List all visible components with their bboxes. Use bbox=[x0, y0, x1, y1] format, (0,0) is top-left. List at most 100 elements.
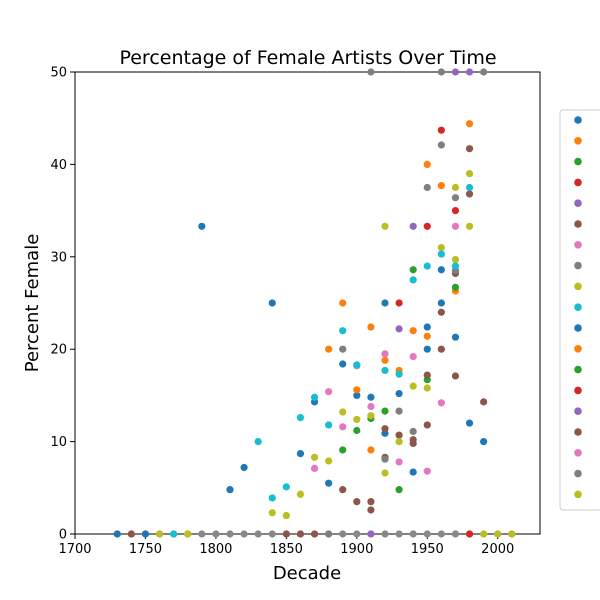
data-point bbox=[437, 126, 445, 134]
legend-marker bbox=[574, 345, 582, 353]
data-point bbox=[451, 255, 460, 264]
data-point bbox=[423, 530, 431, 538]
data-point bbox=[310, 530, 319, 538]
data-point bbox=[409, 352, 417, 361]
legend-marker bbox=[574, 365, 582, 374]
legend-marker bbox=[574, 261, 582, 270]
data-point bbox=[437, 243, 445, 252]
data-point bbox=[480, 438, 488, 446]
data-point bbox=[451, 530, 460, 538]
data-point bbox=[381, 425, 389, 433]
data-point bbox=[395, 407, 403, 415]
data-point bbox=[409, 276, 417, 284]
data-point bbox=[367, 412, 375, 420]
data-point bbox=[268, 494, 276, 502]
data-point bbox=[353, 498, 361, 506]
data-point bbox=[367, 68, 375, 76]
data-point bbox=[353, 361, 361, 369]
data-point bbox=[423, 467, 431, 475]
data-point bbox=[296, 450, 305, 458]
data-point bbox=[381, 350, 389, 358]
data-points bbox=[113, 68, 516, 538]
x-tick-label: 1950 bbox=[411, 542, 444, 557]
data-point bbox=[339, 360, 347, 368]
data-point bbox=[339, 423, 347, 431]
legend-marker bbox=[574, 137, 582, 145]
data-point bbox=[127, 530, 135, 538]
data-point bbox=[395, 438, 403, 446]
data-point bbox=[409, 427, 417, 436]
data-point bbox=[451, 194, 460, 202]
data-point bbox=[451, 262, 460, 270]
data-point bbox=[465, 419, 474, 427]
legend-marker bbox=[574, 490, 582, 499]
data-point bbox=[141, 530, 150, 538]
data-point bbox=[465, 222, 474, 230]
x-tick-label: 1800 bbox=[199, 542, 232, 557]
data-point bbox=[465, 190, 474, 198]
data-point bbox=[437, 141, 445, 149]
data-point bbox=[465, 530, 474, 538]
data-point bbox=[437, 250, 445, 258]
data-point bbox=[395, 486, 403, 494]
data-point bbox=[198, 222, 206, 230]
data-point bbox=[353, 415, 361, 424]
data-point bbox=[451, 283, 460, 291]
data-point bbox=[437, 68, 445, 76]
data-point bbox=[381, 222, 389, 230]
data-point bbox=[395, 389, 403, 398]
data-point bbox=[268, 299, 276, 307]
data-point bbox=[184, 530, 192, 538]
data-point bbox=[409, 222, 417, 230]
data-point bbox=[409, 530, 417, 538]
data-point bbox=[480, 398, 488, 406]
data-point bbox=[451, 183, 460, 192]
data-point bbox=[423, 345, 431, 353]
data-point bbox=[367, 393, 375, 401]
data-point bbox=[367, 530, 375, 538]
x-tick-label: 1850 bbox=[270, 542, 303, 557]
data-point bbox=[339, 299, 347, 307]
data-point bbox=[409, 439, 417, 448]
data-point bbox=[381, 366, 389, 375]
data-point bbox=[381, 356, 389, 364]
data-point bbox=[451, 372, 460, 380]
data-point bbox=[212, 530, 220, 538]
data-point bbox=[296, 490, 305, 498]
data-point bbox=[494, 530, 502, 538]
data-point bbox=[437, 345, 445, 353]
data-point bbox=[339, 446, 347, 454]
y-tick-label: 0 bbox=[59, 528, 67, 543]
chart-title: Percentage of Female Artists Over Time bbox=[119, 47, 496, 69]
data-point bbox=[465, 68, 474, 76]
data-point bbox=[240, 463, 248, 472]
data-point bbox=[465, 170, 474, 178]
data-point bbox=[310, 393, 319, 401]
data-point bbox=[437, 182, 445, 190]
data-point bbox=[423, 323, 431, 331]
data-point bbox=[296, 530, 305, 538]
x-tick-label: 1750 bbox=[129, 542, 162, 557]
data-point bbox=[113, 530, 121, 538]
data-point bbox=[423, 222, 431, 230]
data-point bbox=[381, 455, 389, 463]
data-point bbox=[381, 530, 389, 538]
data-point bbox=[508, 530, 516, 538]
data-point bbox=[395, 530, 403, 538]
x-tick-label: 2000 bbox=[481, 542, 514, 557]
data-point bbox=[325, 421, 333, 429]
data-point bbox=[423, 183, 431, 192]
legend-marker bbox=[574, 449, 582, 457]
x-axis-label: Decade bbox=[273, 563, 341, 584]
legend bbox=[559, 109, 600, 511]
legend-marker bbox=[574, 324, 582, 332]
y-tick-label: 40 bbox=[50, 158, 67, 173]
data-point bbox=[226, 530, 234, 538]
data-point bbox=[339, 486, 347, 494]
data-point bbox=[325, 457, 333, 465]
data-point bbox=[353, 391, 361, 399]
legend-marker bbox=[574, 116, 582, 124]
data-point bbox=[226, 486, 234, 494]
data-point bbox=[437, 299, 445, 307]
data-point bbox=[240, 530, 248, 538]
